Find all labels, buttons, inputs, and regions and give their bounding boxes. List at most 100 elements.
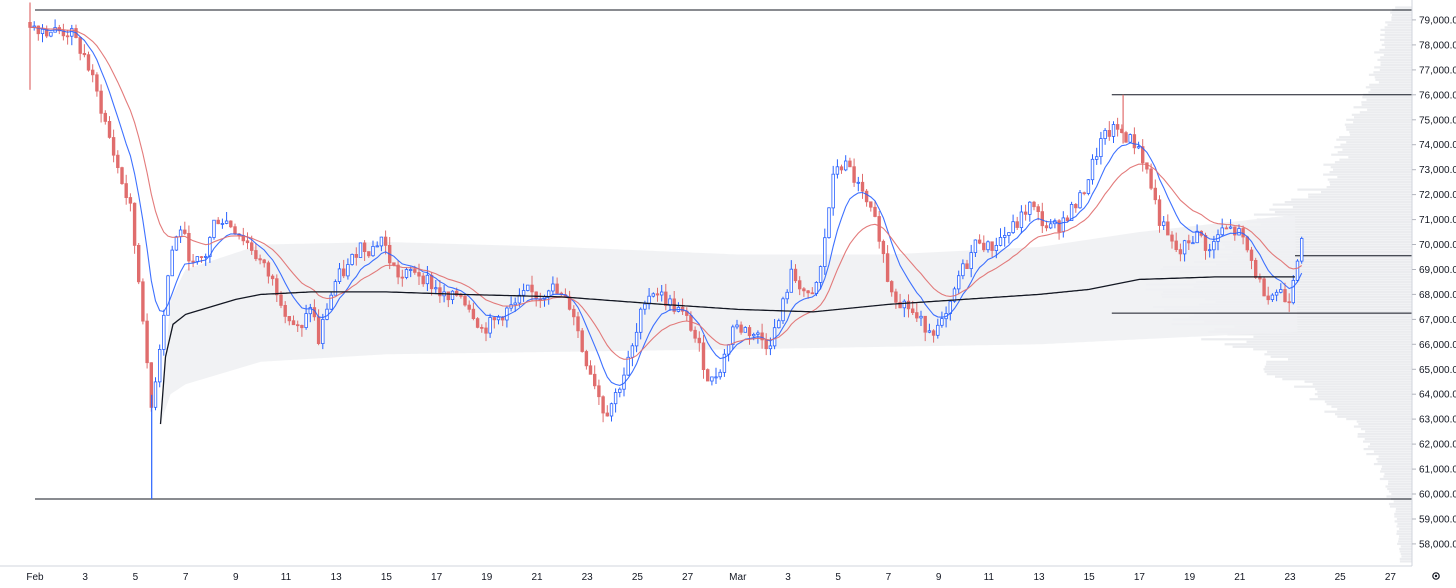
candle-body [199, 256, 204, 259]
volume-profile-bar [1388, 490, 1412, 493]
volume-profile-bar [1394, 515, 1412, 518]
candle-body [756, 332, 760, 335]
settings-gear-icon[interactable] [1432, 572, 1440, 580]
x-tick-label: 27 [1385, 572, 1397, 583]
candle-body [212, 219, 216, 238]
volume-profile-bar [1381, 43, 1412, 46]
candle-body [270, 275, 275, 280]
candle-body [162, 314, 166, 350]
candle-body [806, 290, 810, 294]
candle-body [655, 293, 660, 296]
y-tick-label: 59,000.0 [1419, 515, 1456, 526]
candle-body [49, 31, 53, 37]
volume-profile-bar [1201, 253, 1412, 256]
candle-body [86, 54, 91, 71]
candle-body [605, 412, 609, 417]
volume-profile-bar [1398, 537, 1412, 540]
ema-slow-line [29, 26, 1302, 360]
candle-body [220, 222, 225, 225]
candle-body [1019, 211, 1024, 229]
candle-body [852, 166, 856, 183]
candle-body [1078, 192, 1082, 209]
candle-body [1111, 124, 1116, 137]
candle-body [1233, 226, 1237, 236]
candle-body [1015, 221, 1019, 228]
anchored-vwap-line [159, 276, 1295, 425]
volume-profile-bar [1363, 448, 1412, 451]
volume-profile-bar [1356, 420, 1412, 423]
candle-body [505, 307, 509, 321]
candle-body [404, 269, 409, 278]
volume-profile-bar [1370, 88, 1412, 91]
volume-profile-bar [1393, 500, 1412, 503]
candle-body [496, 316, 501, 321]
volume-profile-bar [1380, 28, 1412, 31]
volume-profile-bar [1208, 330, 1412, 333]
volume-profile-bar [1400, 552, 1412, 555]
candle-body [555, 283, 559, 294]
candle-body [141, 281, 145, 322]
x-tick-label: 7 [886, 572, 892, 583]
x-tick-label: 3 [82, 572, 88, 583]
volume-profile-bar [1330, 166, 1412, 169]
x-tick-label: 13 [331, 572, 343, 583]
candle-body [1262, 278, 1266, 297]
volume-profile-bar [1351, 113, 1412, 116]
volume-profile-bar [1297, 188, 1412, 191]
y-axis[interactable]: 58,000.0 59,000.0 60,000.0 61,000.0 62,000.0… [1411, 0, 1456, 566]
x-tick-label: 21 [1234, 572, 1246, 583]
candle-body [1149, 168, 1153, 189]
volume-profile-bar [1397, 522, 1412, 525]
candle-body [526, 284, 530, 291]
volume-profile-bar [1224, 245, 1412, 249]
candle-body [300, 324, 304, 329]
candle-body [735, 324, 739, 328]
volume-profile-bar [1250, 228, 1412, 231]
candle-body [446, 291, 450, 301]
y-tick-label: 79,000.0 [1419, 15, 1456, 26]
candle-body [116, 154, 120, 168]
candle-body [881, 240, 886, 255]
candle-body [321, 318, 325, 344]
candle-body [747, 327, 752, 337]
volume-profile-bar [1384, 41, 1412, 44]
volume-profile-bar [1359, 111, 1412, 114]
y-tick-label: 71,000.0 [1419, 215, 1456, 226]
candle-body [208, 237, 212, 257]
volume-profile-bar [1193, 285, 1412, 288]
volume-profile-bar [1368, 73, 1412, 76]
volume-profile-bar [1353, 121, 1412, 124]
y-tick-label: 78,000.0 [1419, 40, 1456, 51]
candle-body [1044, 225, 1049, 229]
volume-profile-bar [1315, 388, 1412, 391]
volume-profile-bar [1365, 86, 1412, 89]
volume-profile-bar [1270, 355, 1412, 358]
volume-profile-bar [1232, 345, 1412, 348]
candle-body [664, 291, 668, 306]
volume-profile-bar [1308, 193, 1412, 196]
x-axis[interactable]: Feb 3 5 7 9 11 13 15 17 19 21 23 25 27 Mar 3 5 7 9 11 13 15 17… [0, 565, 1412, 583]
y-tick-label: 75,000.0 [1419, 115, 1456, 126]
volume-profile-bar [1215, 310, 1412, 313]
candle-body [906, 300, 911, 310]
volume-profile-bar [1377, 58, 1412, 61]
x-tick-label: 5 [835, 572, 841, 583]
candle-body [567, 296, 572, 310]
volume-profile-bar [1214, 273, 1412, 276]
volume-profile-bar [1326, 186, 1412, 189]
candle-body [341, 268, 346, 277]
volume-profile-bar [1374, 66, 1412, 69]
candle-body [1007, 232, 1011, 236]
vwap-band-area [160, 214, 1298, 425]
candle-body [459, 294, 463, 297]
x-tick-label: 17 [431, 572, 443, 583]
candle-body [530, 284, 534, 293]
candle-body [283, 304, 287, 317]
volume-profile-bar [1381, 467, 1412, 471]
candle-body [818, 266, 823, 283]
volume-profile-bar [1387, 487, 1412, 491]
candle-body [287, 315, 291, 322]
volume-profile-bar [1394, 520, 1412, 523]
volume-profile-bar [1392, 13, 1412, 17]
